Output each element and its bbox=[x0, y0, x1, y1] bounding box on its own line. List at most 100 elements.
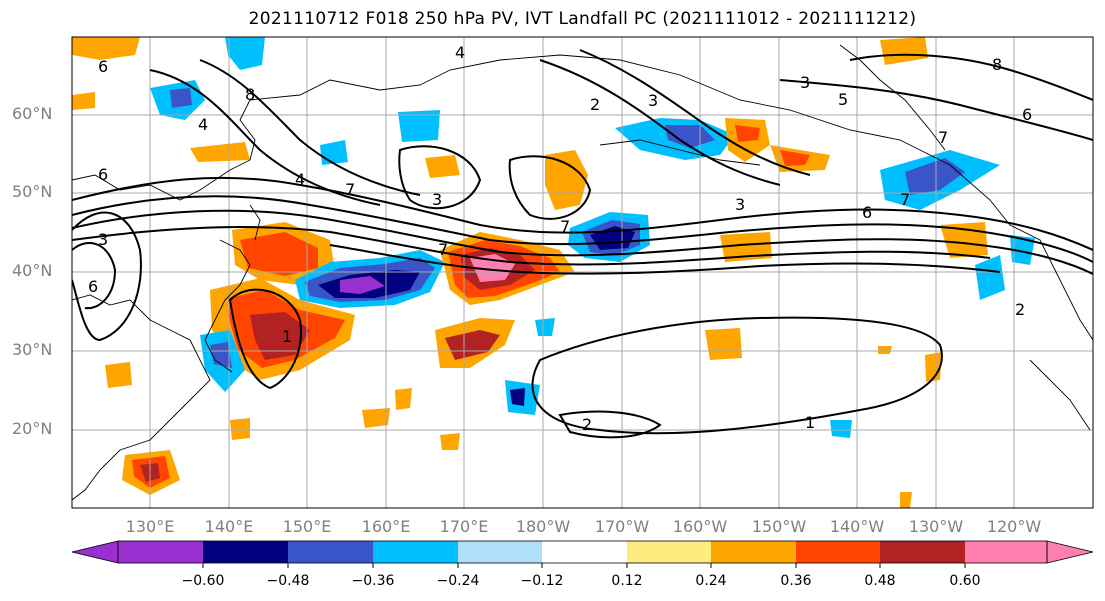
colorbar-segment bbox=[542, 541, 627, 563]
map-title: 2021110712 F018 250 hPa PV, IVT Landfall… bbox=[248, 9, 917, 29]
shade-patch bbox=[240, 232, 318, 276]
shade-patch bbox=[545, 150, 588, 210]
shading-layer bbox=[72, 37, 1035, 508]
lat-label-50n: 50°N bbox=[12, 182, 53, 201]
shade-patch bbox=[780, 150, 810, 166]
shade-patch bbox=[250, 312, 310, 360]
colorbar-segment bbox=[118, 541, 203, 563]
shade-patch bbox=[975, 255, 1005, 300]
shade-patch bbox=[445, 330, 500, 360]
contour-labels: 6 8 4 2 3 5 8 6 7 4 6 4 7 3 7 7 3 6 7 3 … bbox=[88, 43, 1032, 434]
lon-label: 140°W bbox=[829, 517, 885, 536]
shade-patch bbox=[230, 418, 250, 440]
contour-label: 3 bbox=[735, 195, 745, 214]
contour-label: 6 bbox=[98, 165, 108, 184]
shade-patch bbox=[1010, 235, 1035, 265]
colorbar-tick-label: 0.48 bbox=[864, 573, 896, 589]
plot-frame bbox=[71, 36, 1094, 509]
contour-label: 8 bbox=[245, 85, 255, 104]
shade-patch bbox=[72, 37, 140, 60]
colorbar-segment bbox=[288, 541, 373, 563]
colorbar-frame bbox=[117, 540, 1048, 564]
contour-label: 2 bbox=[1015, 300, 1025, 319]
graticule bbox=[72, 37, 1093, 508]
shade-patch bbox=[398, 110, 440, 142]
contour-label: 3 bbox=[800, 73, 810, 92]
contour-label: 4 bbox=[295, 170, 305, 189]
shade-patch bbox=[362, 408, 390, 428]
colorbar-tick-label: −0.12 bbox=[520, 573, 564, 589]
shade-patch bbox=[190, 142, 250, 162]
contour-label: 3 bbox=[648, 91, 658, 110]
colorbar-tick-label: 0.24 bbox=[695, 573, 727, 589]
contour-label: 7 bbox=[560, 217, 570, 236]
shade-patch bbox=[900, 492, 912, 508]
colorbar-tick-label: −0.24 bbox=[436, 573, 480, 589]
colorbar-tick-label: −0.48 bbox=[266, 573, 310, 589]
colorbar-tick-label: 0.60 bbox=[949, 573, 981, 589]
lon-label: 160°E bbox=[361, 517, 411, 536]
contour-label: 4 bbox=[455, 43, 465, 62]
contour-label: 5 bbox=[838, 90, 848, 109]
lat-label-40n: 40°N bbox=[12, 261, 53, 280]
contour-label: 4 bbox=[198, 115, 208, 134]
shade-patch bbox=[925, 352, 942, 382]
colorbar-segment bbox=[880, 541, 965, 563]
contour-label: 8 bbox=[992, 55, 1002, 74]
colorbar-left-arrow bbox=[71, 540, 119, 564]
lon-label: 140°E bbox=[204, 517, 254, 536]
contour-label: 7 bbox=[900, 190, 910, 209]
shade-patch bbox=[72, 92, 95, 110]
contour-label: 6 bbox=[98, 57, 108, 76]
shade-patch bbox=[720, 232, 772, 262]
contour-label: 7 bbox=[938, 128, 948, 147]
contour-label: 1 bbox=[805, 413, 815, 432]
colorbar-right-arrow bbox=[1046, 540, 1094, 564]
colorbar-segment bbox=[796, 541, 880, 563]
lat-label-60n: 60°N bbox=[12, 104, 53, 123]
lon-label: 120°W bbox=[986, 517, 1042, 536]
colorbar-tick-label: 0.12 bbox=[611, 573, 643, 589]
shade-patch bbox=[105, 362, 132, 388]
colorbar-segment bbox=[203, 541, 288, 563]
shade-patch bbox=[440, 433, 460, 450]
shade-patch bbox=[880, 37, 928, 65]
shade-patch bbox=[510, 388, 525, 406]
shade-patch bbox=[225, 37, 265, 70]
shade-patch bbox=[535, 318, 555, 336]
colorbar-tick-label: −0.60 bbox=[181, 573, 225, 589]
colorbar-segment bbox=[965, 541, 1047, 563]
lon-label: 170°W bbox=[594, 517, 650, 536]
shade-patch bbox=[830, 420, 852, 438]
contour-label: 6 bbox=[862, 203, 872, 222]
shade-patch bbox=[425, 155, 460, 178]
colorbar-tick-label: −0.36 bbox=[351, 573, 395, 589]
contour-label: 7 bbox=[438, 240, 448, 259]
contour-label: 6 bbox=[1022, 105, 1032, 124]
contour-label: 2 bbox=[582, 415, 592, 434]
lon-label: 170°E bbox=[439, 517, 489, 536]
shade-patch bbox=[878, 346, 892, 354]
ivt-contours bbox=[72, 49, 1093, 439]
lon-label: 130°E bbox=[125, 517, 175, 536]
contour-label: 1 bbox=[282, 327, 292, 346]
shade-patch bbox=[705, 328, 742, 360]
colorbar-tick-label: 0.36 bbox=[780, 573, 812, 589]
shade-patch bbox=[395, 388, 412, 410]
contour-label: 2 bbox=[590, 95, 600, 114]
shade-patch bbox=[905, 158, 965, 195]
shade-patch bbox=[665, 125, 715, 148]
lon-label: 130°W bbox=[908, 517, 964, 536]
shade-patch bbox=[210, 342, 232, 368]
contour-label: 3 bbox=[432, 190, 442, 209]
lon-label: 180°W bbox=[515, 517, 571, 536]
contour-label: 6 bbox=[88, 277, 98, 296]
lat-label-30n: 30°N bbox=[12, 340, 53, 359]
colorbar-segment bbox=[627, 541, 711, 563]
contour-label: 7 bbox=[345, 180, 355, 199]
contour-label: 3 bbox=[98, 230, 108, 249]
shade-patch bbox=[170, 88, 192, 108]
lat-label-20n: 20°N bbox=[12, 419, 53, 438]
lon-label: 150°W bbox=[751, 517, 807, 536]
colorbar bbox=[71, 540, 1094, 568]
